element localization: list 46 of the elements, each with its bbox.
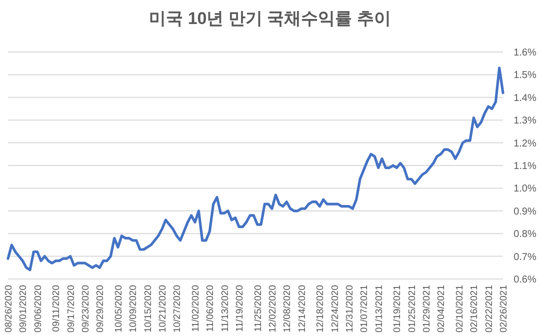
x-tick-label: 01/25/2021 bbox=[406, 285, 418, 333]
y-tick-label: 1.3% bbox=[514, 116, 537, 127]
x-tick-label: 01/19/2021 bbox=[392, 285, 404, 333]
x-tick-label: 12/18/2020 bbox=[315, 285, 326, 333]
y-tick-label: 1.1% bbox=[514, 161, 537, 172]
y-tick-label: 0.6% bbox=[514, 274, 537, 286]
x-tick-label: 10/05/2020 bbox=[114, 285, 124, 333]
x-tick-label: 09/01/2020 bbox=[18, 285, 30, 333]
chart-title: 미국 10년 만기 국채수익률 추이 bbox=[149, 9, 391, 28]
x-tick-label: 11/19/2020 bbox=[234, 285, 246, 332]
y-tick-label: 0.9% bbox=[514, 206, 537, 218]
x-tick-label: 09/06/2020 bbox=[32, 285, 44, 333]
y-tick-label: 1.4% bbox=[514, 92, 537, 104]
x-tick-label: 11/02/2020 bbox=[190, 285, 202, 332]
x-tick-label: 10/15/2020 bbox=[142, 285, 154, 333]
x-tick-label: 02/04/2021 bbox=[436, 285, 448, 333]
x-tick-label: 09/23/2020 bbox=[80, 285, 92, 333]
y-tick-label: 0.8% bbox=[514, 229, 537, 240]
x-tick-label: 11/06/2020 bbox=[205, 285, 216, 332]
x-tick-label: 10/27/2020 bbox=[172, 285, 184, 333]
y-tick-label: 1.6% bbox=[514, 48, 537, 58]
x-tick-label: 12/31/2020 bbox=[344, 285, 356, 333]
x-tick-label: 12/14/2020 bbox=[296, 285, 308, 333]
y-tick-label: 1.2% bbox=[514, 138, 537, 150]
y-tick-label: 1.5% bbox=[514, 70, 537, 82]
x-tick-label: 01/13/2021 bbox=[374, 285, 385, 333]
x-tick-label: 11/25/2020 bbox=[252, 285, 264, 332]
x-tick-label: 09/17/2020 bbox=[66, 285, 77, 333]
x-tick-label: 02/22/2021 bbox=[484, 285, 495, 333]
x-tick-label: 09/11/2020 bbox=[51, 285, 62, 332]
y-tick-label: 1.0% bbox=[514, 184, 537, 195]
x-tick-label: 08/26/2020 bbox=[4, 285, 14, 333]
x-tick-label: 10/09/2020 bbox=[128, 285, 140, 333]
x-tick-label: 01/07/2021 bbox=[359, 285, 370, 333]
x-tick-label: 12/24/2020 bbox=[330, 285, 341, 333]
line-series bbox=[6, 66, 504, 272]
x-tick-label: 02/26/2021 bbox=[498, 285, 510, 333]
x-tick-label: 12/02/2020 bbox=[268, 285, 278, 333]
x-tick-label: 10/21/2020 bbox=[158, 285, 168, 333]
x-tick-label: 09/29/2020 bbox=[95, 285, 106, 333]
x-tick-label: 12/08/2020 bbox=[282, 285, 294, 333]
x-tick-label: 11/13/2020 bbox=[220, 285, 231, 332]
x-tick-label: 02/16/2021 bbox=[469, 285, 480, 333]
y-tick-label: 0.7% bbox=[514, 252, 537, 263]
x-tick-label: 01/29/2021 bbox=[422, 285, 432, 333]
x-tick-label: 02/10/2021 bbox=[454, 285, 466, 333]
